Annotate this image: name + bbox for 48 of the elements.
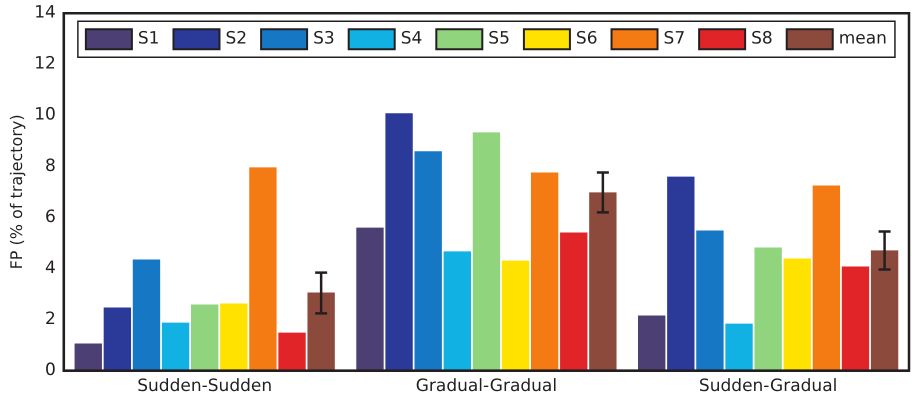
y-tick-label: 10 — [34, 104, 56, 125]
x-tick-label: Gradual-Gradual — [416, 376, 558, 396]
legend-label: S7 — [664, 28, 686, 49]
bar — [667, 176, 694, 371]
y-tick-label: 6 — [45, 206, 56, 227]
bar — [560, 232, 588, 371]
y-tick-label: 8 — [45, 156, 56, 176]
bar — [784, 258, 811, 371]
bar — [472, 132, 500, 371]
bar — [812, 186, 840, 371]
y-tick-label: 14 — [34, 2, 56, 23]
x-tick-label: Sudden-Gradual — [698, 376, 838, 396]
bar — [725, 324, 753, 371]
legend-label: S2 — [225, 28, 248, 49]
bar — [414, 151, 442, 371]
bar — [589, 192, 617, 371]
bar — [754, 248, 782, 371]
bar — [638, 315, 666, 371]
y-tick-label: 0 — [45, 360, 56, 380]
y-axis-title: FP (% of trajectory) — [6, 114, 26, 270]
bar — [530, 172, 558, 371]
y-tick-label: 4 — [45, 258, 56, 278]
bar — [278, 332, 306, 371]
bar — [220, 303, 248, 371]
bar — [444, 251, 471, 371]
x-tick-label: Sudden-Sudden — [137, 376, 272, 396]
bar — [502, 260, 530, 371]
y-tick-label: 12 — [34, 54, 56, 74]
bar — [132, 260, 160, 371]
bar — [249, 167, 277, 371]
bar — [385, 113, 413, 371]
bar — [696, 230, 724, 371]
bar — [356, 228, 384, 371]
legend-label: mean — [838, 28, 887, 49]
bar — [162, 322, 190, 371]
bar — [870, 250, 898, 371]
legend-label: S1 — [138, 28, 160, 49]
legend-label: S5 — [488, 28, 510, 49]
legend-label: S8 — [751, 28, 773, 49]
bar — [104, 308, 132, 371]
legend-label: S4 — [400, 28, 422, 49]
bar — [74, 344, 102, 371]
legend-label: S3 — [313, 28, 335, 49]
bar — [842, 266, 870, 371]
legend-label: S6 — [576, 28, 598, 49]
y-tick-label: 2 — [45, 308, 56, 329]
bar — [307, 292, 335, 371]
bar — [191, 304, 218, 371]
